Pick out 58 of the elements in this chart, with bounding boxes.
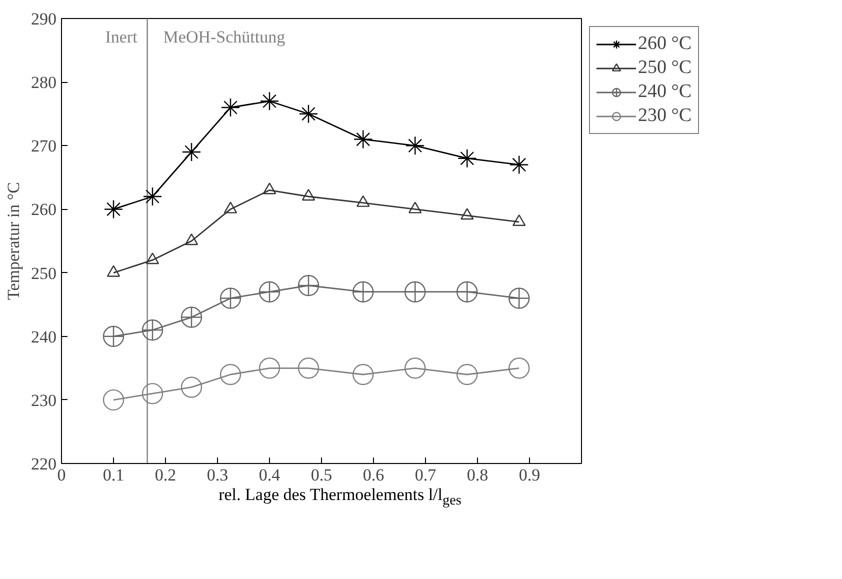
point xyxy=(182,142,202,162)
point xyxy=(146,252,160,264)
point xyxy=(456,281,478,302)
point xyxy=(180,306,202,328)
point xyxy=(142,382,164,404)
y-tick-label: 280 xyxy=(31,73,56,92)
y-tick-label: 270 xyxy=(31,136,56,156)
point xyxy=(352,281,374,302)
point xyxy=(460,208,474,220)
y-tick-label: 230 xyxy=(31,390,56,410)
y-tick-label: 290 xyxy=(31,10,56,28)
x-tick-label: 0.8 xyxy=(466,466,488,484)
point xyxy=(298,274,320,296)
legend-label: 230 °C xyxy=(638,105,692,127)
point xyxy=(142,319,164,341)
point xyxy=(456,364,478,386)
point xyxy=(298,104,318,124)
x-axis-title: rel. Lage des Thermoelements l/l$_{ges}$ xyxy=(218,484,462,510)
y-tick-label: 250 xyxy=(31,264,56,283)
x-tick-label: 0.6 xyxy=(362,466,384,484)
legend-label: 250 °C xyxy=(638,57,692,79)
point xyxy=(406,136,425,156)
x-tick-label: 0.7 xyxy=(414,466,437,484)
point xyxy=(258,281,280,302)
point xyxy=(508,288,530,309)
x-tick-label: 0.1 xyxy=(102,466,124,484)
point xyxy=(510,155,529,174)
point xyxy=(354,130,373,149)
y-tick-label: 260 xyxy=(31,200,56,220)
x-tick-label: 0 xyxy=(57,466,66,484)
point xyxy=(508,358,530,379)
point xyxy=(298,358,320,379)
point xyxy=(352,364,374,386)
point xyxy=(220,364,242,386)
annotation: MeOH-Schüttung xyxy=(163,28,286,46)
point xyxy=(258,358,280,379)
point xyxy=(102,326,124,347)
point xyxy=(220,288,242,309)
y-tick-label: 220 xyxy=(31,454,56,474)
point xyxy=(102,389,124,411)
y-tick-label: 240 xyxy=(31,327,56,346)
y-axis-title: Temperatur in °C xyxy=(4,182,23,300)
point xyxy=(458,148,477,168)
legend-label: 240 °C xyxy=(638,81,692,103)
x-tick-label: 0.2 xyxy=(154,466,176,484)
x-tick-label: 0.4 xyxy=(258,466,281,484)
point xyxy=(260,92,280,111)
point xyxy=(220,98,240,118)
point xyxy=(180,376,202,398)
x-tick-label: 0.9 xyxy=(518,466,540,484)
point xyxy=(404,358,426,379)
annotation: Inert xyxy=(105,28,138,46)
point xyxy=(104,200,124,219)
x-tick-label: 0.5 xyxy=(310,466,332,484)
x-tick-label: 0.3 xyxy=(206,466,228,484)
point xyxy=(142,186,162,206)
point xyxy=(404,281,426,302)
legend-label: 260 °C xyxy=(638,33,692,55)
